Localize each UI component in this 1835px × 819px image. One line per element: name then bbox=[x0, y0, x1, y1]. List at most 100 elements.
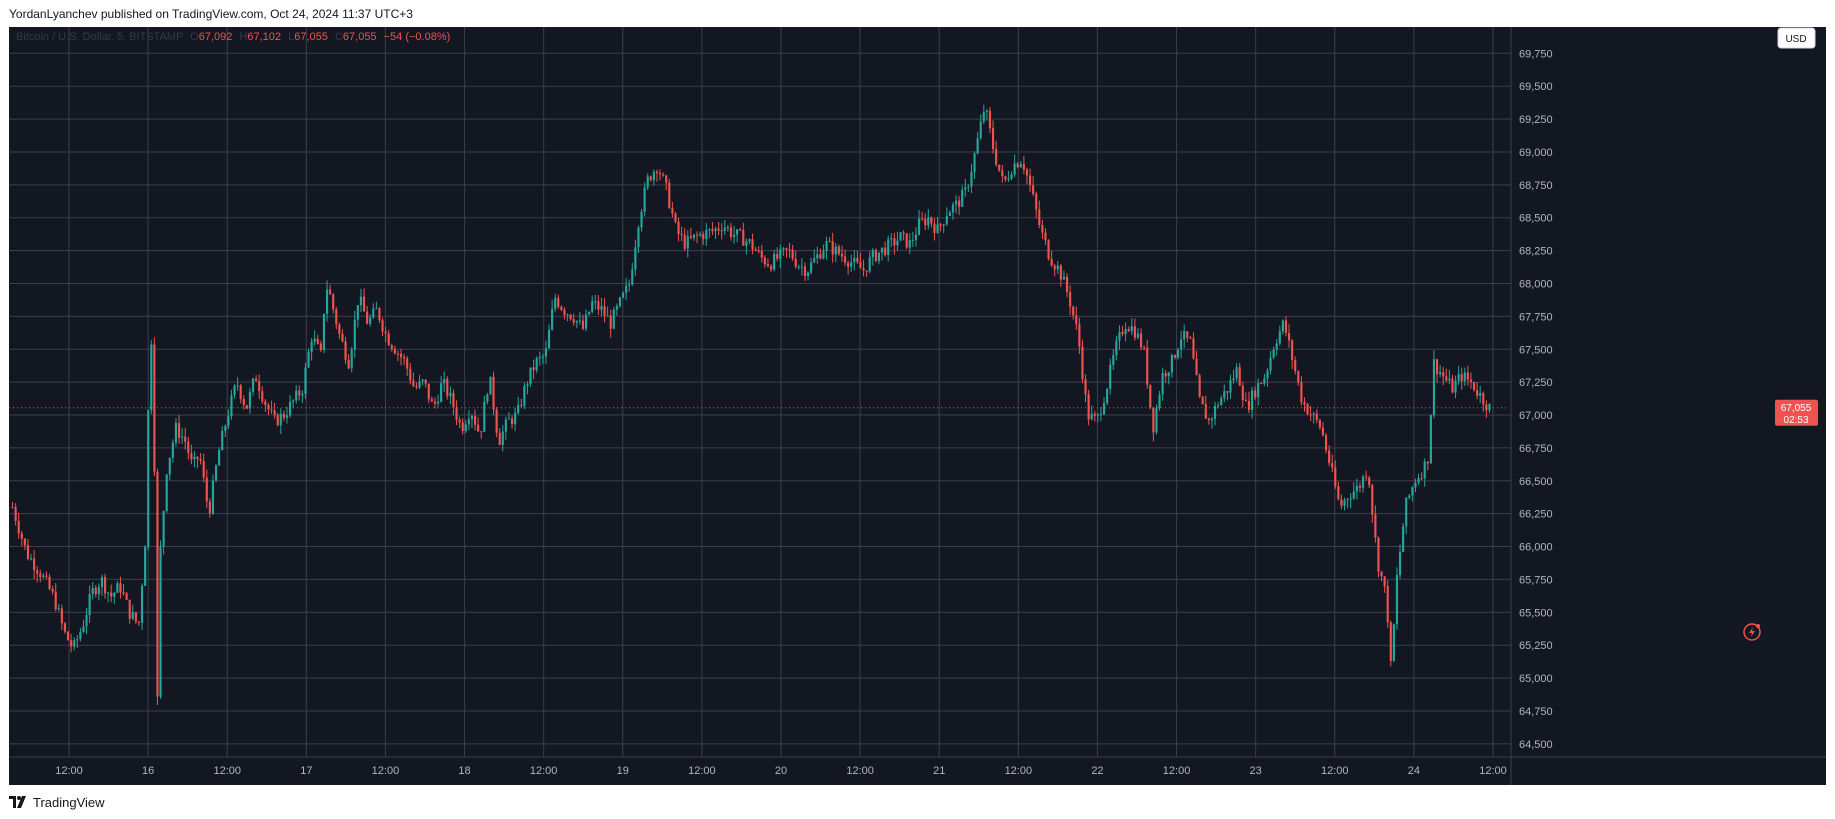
candle-body bbox=[162, 511, 165, 547]
candle-body bbox=[1001, 170, 1004, 177]
candle-body bbox=[532, 367, 535, 371]
candle-body bbox=[378, 308, 381, 321]
price-tick-label: 67,000 bbox=[1519, 410, 1553, 422]
candle-body bbox=[964, 187, 967, 190]
time-tick-label: 17 bbox=[300, 765, 312, 777]
candle-body bbox=[399, 353, 403, 358]
candle-body bbox=[554, 297, 557, 309]
candle-body bbox=[1479, 393, 1482, 396]
time-tick-label: 12:00 bbox=[530, 765, 558, 777]
candle-body bbox=[150, 344, 153, 411]
candle-body bbox=[147, 410, 150, 547]
candle-body bbox=[1315, 413, 1318, 420]
candle-body bbox=[1389, 622, 1392, 661]
ohlc-open-key: O bbox=[190, 31, 199, 43]
candle-body bbox=[1278, 331, 1281, 344]
candle-body bbox=[621, 292, 625, 298]
candle-body bbox=[1124, 329, 1127, 335]
price-axis[interactable]: 69,750 69,500 69,250 69,000 68,750 68,500 68,2… bbox=[1510, 27, 1553, 785]
candle-body bbox=[1420, 478, 1423, 480]
candle-body bbox=[908, 240, 911, 248]
candle-body bbox=[258, 381, 261, 392]
candle-body bbox=[945, 215, 948, 225]
candle-body bbox=[896, 240, 899, 246]
candle-body bbox=[73, 640, 76, 647]
candle-body bbox=[714, 228, 717, 232]
candle-body bbox=[911, 239, 914, 241]
candle-body bbox=[144, 546, 147, 586]
candle-body bbox=[304, 367, 307, 394]
candle-body bbox=[948, 212, 951, 216]
candle-body bbox=[588, 311, 591, 315]
currency-button[interactable]: USD bbox=[1777, 27, 1816, 49]
candle-body bbox=[868, 257, 871, 272]
candle-body bbox=[261, 391, 264, 402]
price-chart[interactable]: 69,750 69,500 69,250 69,000 68,750 68,500 68,2… bbox=[9, 27, 1826, 785]
candle-body bbox=[473, 415, 477, 425]
candle-body bbox=[171, 442, 174, 458]
candle-body bbox=[1050, 258, 1053, 266]
candle-body bbox=[560, 306, 563, 310]
candle-body bbox=[1081, 346, 1084, 380]
candle-body bbox=[103, 577, 107, 594]
candle-body bbox=[954, 200, 958, 205]
candle-body bbox=[1112, 355, 1115, 365]
candle-body bbox=[458, 419, 461, 423]
candle-body bbox=[1349, 498, 1352, 500]
candle-body bbox=[94, 588, 97, 595]
candle-body bbox=[1445, 376, 1448, 381]
lightning-icon[interactable] bbox=[1743, 623, 1761, 641]
candle-body bbox=[483, 401, 486, 432]
candle-body bbox=[856, 257, 859, 262]
price-tick-label: 68,750 bbox=[1519, 180, 1553, 192]
price-tick-label: 64,750 bbox=[1519, 706, 1553, 718]
time-tick-label: 21 bbox=[933, 765, 945, 777]
candle-body bbox=[390, 345, 393, 349]
time-axis[interactable]: 12:00 16 12:00 17 12:00 18 12:00 19 12:00 20 12:00… bbox=[55, 765, 1507, 777]
candle-body bbox=[251, 378, 255, 392]
candle-body bbox=[523, 385, 526, 406]
candle-body bbox=[1482, 393, 1485, 405]
time-tick-label: 12:00 bbox=[1321, 765, 1349, 777]
candle-body bbox=[107, 592, 110, 594]
candle-body bbox=[131, 612, 134, 619]
candle-body bbox=[449, 392, 452, 397]
candle-body bbox=[1149, 384, 1152, 408]
candle-body bbox=[446, 378, 449, 397]
candle-body bbox=[1371, 485, 1374, 515]
time-tick-label: 23 bbox=[1250, 765, 1262, 777]
chart-panel[interactable]: 69,750 69,500 69,250 69,000 68,750 68,500 68,2… bbox=[9, 27, 1826, 785]
candle-body bbox=[517, 405, 520, 413]
candle-body bbox=[276, 414, 279, 426]
price-tick-label: 69,500 bbox=[1519, 81, 1553, 93]
price-tick-label: 65,000 bbox=[1519, 673, 1553, 685]
candle-body bbox=[655, 171, 659, 174]
candle-body bbox=[196, 456, 199, 460]
candle-body bbox=[1173, 354, 1177, 358]
candle-body bbox=[66, 631, 70, 641]
candle-body bbox=[699, 234, 702, 236]
candle-body bbox=[436, 401, 440, 404]
candle-body bbox=[375, 308, 378, 310]
candle-body bbox=[1041, 225, 1044, 233]
candle-body bbox=[119, 583, 122, 593]
candle-body bbox=[1398, 551, 1402, 575]
price-tick-label: 69,250 bbox=[1519, 114, 1553, 126]
candle-body bbox=[686, 236, 689, 249]
candle-body bbox=[1408, 495, 1411, 498]
candle-body bbox=[843, 256, 847, 263]
candle-body bbox=[692, 234, 696, 238]
candle-body bbox=[893, 238, 896, 246]
candle-body bbox=[1210, 418, 1214, 421]
candle-body bbox=[575, 320, 578, 323]
candle-body bbox=[467, 419, 470, 425]
candle-body bbox=[732, 234, 736, 237]
candle-body bbox=[307, 352, 310, 368]
candle-body bbox=[695, 234, 699, 236]
candle-body bbox=[566, 314, 569, 316]
candle-body bbox=[810, 262, 813, 273]
candle-body bbox=[1257, 383, 1260, 398]
time-tick-label: 12:00 bbox=[1479, 765, 1507, 777]
candle-body bbox=[720, 230, 723, 232]
candle-body bbox=[1102, 403, 1106, 415]
